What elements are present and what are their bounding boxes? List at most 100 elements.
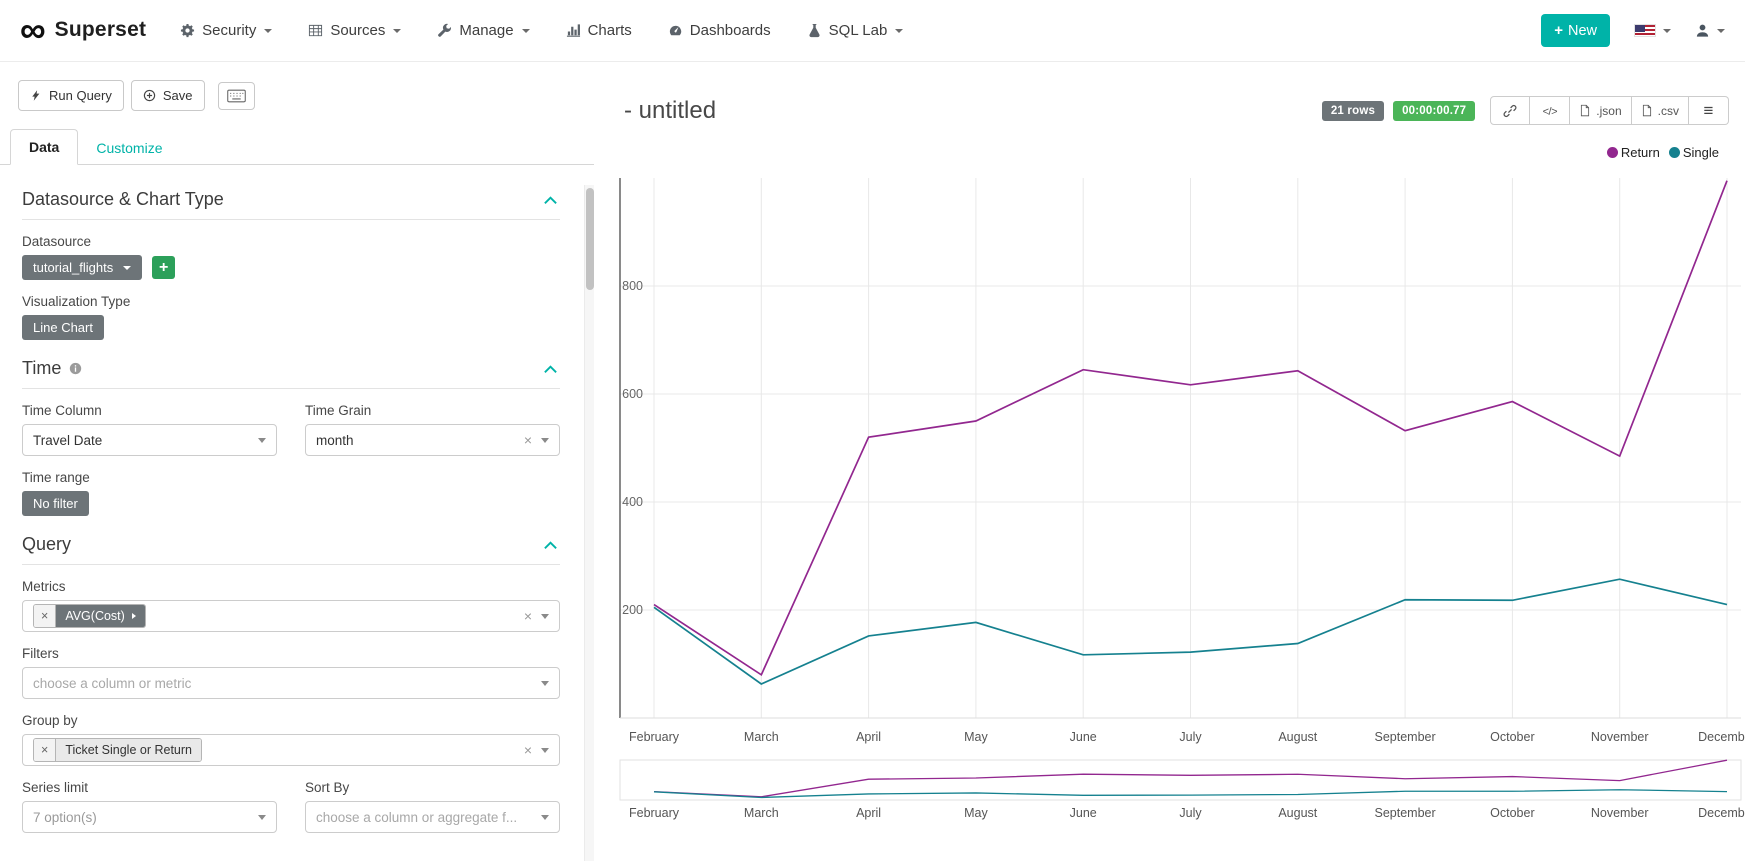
link-icon: [1503, 104, 1517, 117]
time-column-select[interactable]: Travel Date: [22, 424, 277, 456]
user-icon: [1695, 23, 1710, 38]
svg-text:June: June: [1070, 730, 1097, 744]
code-icon: [1543, 104, 1557, 118]
chevron-down-icon: [521, 28, 530, 33]
svg-text:November: November: [1591, 730, 1649, 744]
tab-data[interactable]: Data: [10, 129, 79, 165]
file-icon: [1581, 104, 1590, 117]
section-header: Query: [22, 534, 560, 565]
datasource-selector[interactable]: tutorial_flights: [22, 255, 143, 280]
clear-icon[interactable]: [524, 743, 532, 757]
plus-circle-icon: [143, 89, 156, 102]
time-column-value: Travel Date: [33, 432, 103, 448]
range-selector-chart[interactable]: February March April May June July August Septe…: [594, 754, 1745, 824]
groupby-control: Group by Ticket Single or Return: [22, 713, 560, 766]
menu-sources-label: Sources: [330, 22, 386, 39]
scrollbar-thumb[interactable]: [586, 188, 594, 290]
export-json-button[interactable]: .json: [1570, 96, 1632, 125]
svg-text:200: 200: [622, 603, 643, 617]
superset-logo[interactable]: Superset: [20, 16, 146, 45]
chevron-down-icon: [541, 437, 549, 443]
time-grain-select[interactable]: month: [305, 424, 560, 456]
chart-header-actions: 21 rows 00:00:00.77 .json .csv: [1321, 96, 1729, 125]
explore-control-panel: Run Query Save Data Customize D: [0, 62, 594, 861]
chart-title[interactable]: - untitled: [624, 96, 717, 124]
chart-legend: Return Single: [594, 125, 1745, 160]
time-range-selector[interactable]: No filter: [22, 491, 89, 516]
groupby-chip[interactable]: Ticket Single or Return: [33, 737, 202, 763]
chevron-down-icon: [258, 814, 266, 820]
clear-icon[interactable]: [524, 433, 532, 447]
dashboard-gauge-icon: [668, 23, 683, 38]
menu-dashboards[interactable]: Dashboards: [668, 22, 771, 39]
legend-item-single[interactable]: Single: [1668, 145, 1719, 160]
series-limit-select[interactable]: 7 option(s): [22, 801, 277, 833]
table-grid-icon: [308, 23, 323, 38]
section-title: Datasource & Chart Type: [22, 189, 224, 209]
datasource-value: tutorial_flights: [33, 260, 114, 275]
rows-badge: 21 rows: [1321, 100, 1385, 121]
menu-sources[interactable]: Sources: [308, 22, 402, 39]
chevron-up-icon: [544, 540, 557, 549]
remove-metric-icon[interactable]: [34, 604, 57, 628]
metrics-select[interactable]: AVG(Cost): [22, 600, 560, 632]
legend-item-return[interactable]: Return: [1606, 145, 1660, 160]
chart-actions-group: .json .csv: [1490, 96, 1729, 125]
file-icon: [1642, 104, 1651, 117]
collapse-section-button[interactable]: [541, 362, 560, 376]
share-link-button[interactable]: [1490, 96, 1531, 125]
svg-text:October: October: [1490, 806, 1534, 820]
control-sections: Datasource & Chart Type Datasource tutor…: [0, 165, 594, 833]
menu-security[interactable]: Security: [180, 22, 273, 39]
run-query-button[interactable]: Run Query: [18, 80, 124, 111]
language-selector[interactable]: [1634, 24, 1671, 37]
caret-right-icon: [131, 613, 136, 619]
svg-text:March: March: [744, 730, 779, 744]
svg-text:April: April: [856, 730, 881, 744]
menu-sql-lab[interactable]: SQL Lab: [807, 22, 904, 39]
gear-icon: [180, 23, 195, 38]
tab-customize[interactable]: Customize: [96, 140, 163, 156]
add-datasource-button[interactable]: [152, 256, 176, 279]
menu-charts[interactable]: Charts: [566, 22, 632, 39]
collapse-section-button[interactable]: [541, 193, 560, 207]
chevron-up-icon: [544, 364, 557, 373]
metric-chip[interactable]: AVG(Cost): [33, 603, 146, 629]
flask-icon: [807, 23, 822, 38]
chevron-down-icon: [541, 814, 549, 820]
menu-dashboards-label: Dashboards: [689, 22, 771, 39]
run-query-label: Run Query: [49, 88, 112, 103]
clear-icon[interactable]: [524, 609, 532, 623]
user-menu[interactable]: [1695, 23, 1725, 38]
panel-scrollbar[interactable]: [584, 185, 594, 861]
viz-type-selector[interactable]: Line Chart: [22, 315, 104, 340]
remove-groupby-icon[interactable]: [34, 738, 57, 762]
chevron-down-icon: [1663, 28, 1671, 33]
svg-text:June: June: [1070, 806, 1097, 820]
sort-by-select[interactable]: choose a column or aggregate f...: [305, 801, 560, 833]
save-button[interactable]: Save: [130, 80, 205, 111]
time-range-label: Time range: [22, 470, 90, 485]
filters-select[interactable]: choose a column or metric: [22, 667, 560, 699]
line-chart[interactable]: 200 400 600 800 February March April May June Jul…: [594, 164, 1745, 752]
groupby-select[interactable]: Ticket Single or Return: [22, 734, 560, 766]
brand-name: Superset: [54, 18, 147, 42]
collapse-section-button[interactable]: [541, 538, 560, 552]
keyboard-shortcuts-button[interactable]: [217, 81, 255, 110]
export-csv-button[interactable]: .csv: [1631, 96, 1689, 125]
viz-type-label: Visualization Type: [22, 294, 131, 309]
time-grain-label: Time Grain: [305, 403, 372, 418]
new-button[interactable]: New: [1541, 14, 1610, 47]
section-datasource-chart-type: Datasource & Chart Type Datasource tutor…: [22, 189, 560, 340]
view-query-button[interactable]: [1530, 96, 1571, 125]
svg-text:May: May: [964, 806, 988, 820]
menu-manage[interactable]: Manage: [437, 22, 530, 39]
groupby-label: Group by: [22, 713, 78, 728]
legend-dot: [1606, 147, 1618, 158]
sort-by-control: Sort By choose a column or aggregate f..…: [305, 780, 560, 833]
navbar: Superset Security Sources Manage: [0, 0, 1745, 62]
chart-menu-button[interactable]: [1689, 96, 1729, 125]
filters-label: Filters: [22, 646, 59, 661]
info-icon: [69, 362, 82, 375]
svg-text:February: February: [629, 806, 680, 820]
